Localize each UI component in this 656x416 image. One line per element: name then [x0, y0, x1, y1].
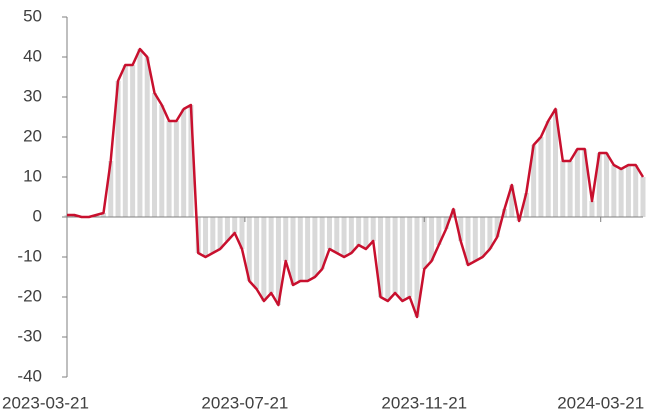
bar: [553, 109, 559, 217]
bar: [224, 217, 230, 241]
bar: [436, 217, 442, 245]
x-tick-label: 2023-11-21: [381, 393, 467, 412]
bar: [509, 185, 515, 217]
bar: [472, 217, 478, 261]
bar: [246, 217, 252, 281]
bar: [181, 109, 187, 217]
bar: [443, 217, 449, 229]
bar: [618, 169, 624, 217]
bar: [480, 217, 486, 257]
bar: [363, 217, 369, 249]
bar: [531, 145, 537, 217]
y-tick-label: 20: [23, 126, 42, 145]
bar: [100, 213, 106, 217]
bar: [545, 121, 551, 217]
bar: [166, 121, 172, 217]
bar: [173, 121, 179, 217]
bar: [604, 153, 610, 217]
bar: [210, 217, 216, 253]
bar: [268, 217, 274, 293]
bar: [625, 165, 631, 217]
bar: [290, 217, 296, 285]
bar: [523, 193, 529, 217]
bar: [494, 217, 500, 237]
y-tick-label: -40: [17, 366, 42, 385]
y-tick-label: 10: [23, 166, 42, 185]
bar: [305, 217, 311, 281]
bar: [582, 149, 588, 217]
bar: [589, 201, 595, 217]
bar: [254, 217, 260, 289]
bar: [188, 105, 194, 217]
bar: [144, 57, 150, 217]
bar: [538, 137, 544, 217]
bar: [348, 217, 354, 253]
bar: [429, 217, 435, 261]
bar: [574, 149, 580, 217]
bar: [108, 161, 114, 217]
bar: [130, 65, 136, 217]
y-tick-label: -20: [17, 286, 42, 305]
bar: [392, 217, 398, 293]
bar: [640, 177, 646, 217]
bar: [407, 217, 413, 297]
bar: [261, 217, 267, 301]
bar: [611, 165, 617, 217]
x-tick-label: 2024-03-21: [557, 393, 644, 412]
bar: [151, 93, 157, 217]
bar: [326, 217, 332, 249]
bar: [297, 217, 303, 281]
bar: [414, 217, 420, 317]
bar: [334, 217, 340, 253]
y-tick-label: 50: [23, 6, 42, 25]
bar: [275, 217, 281, 305]
bar: [283, 217, 289, 261]
line: [67, 47, 645, 319]
bar: [232, 217, 238, 233]
y-tick-label: -30: [17, 326, 42, 345]
bar: [567, 161, 573, 217]
bar: [633, 165, 639, 217]
bar: [115, 81, 121, 217]
bar: [458, 217, 464, 241]
bar: [312, 217, 318, 277]
bar: [137, 49, 143, 217]
bar: [421, 217, 427, 269]
bar: [122, 65, 128, 217]
bar: [203, 217, 209, 257]
y-tick-label: -10: [17, 246, 42, 265]
bar: [560, 161, 566, 217]
bar: [319, 217, 325, 269]
y-tick-label: 0: [33, 206, 42, 225]
y-tick-label: 40: [23, 46, 42, 65]
bar: [239, 217, 245, 249]
bar: [596, 153, 602, 217]
bar: [399, 217, 405, 301]
bar: [465, 217, 471, 265]
bar: [356, 217, 362, 245]
y-tick-label: 30: [23, 86, 42, 105]
bar: [159, 105, 165, 217]
bar: [385, 217, 391, 301]
bar: [217, 217, 223, 249]
bar: [487, 217, 493, 249]
bar: [341, 217, 347, 257]
x-tick-label: 2023-03-21: [2, 393, 89, 412]
bar: [378, 217, 384, 297]
x-tick-label: 2023-07-21: [201, 393, 288, 412]
bar: [370, 217, 376, 241]
